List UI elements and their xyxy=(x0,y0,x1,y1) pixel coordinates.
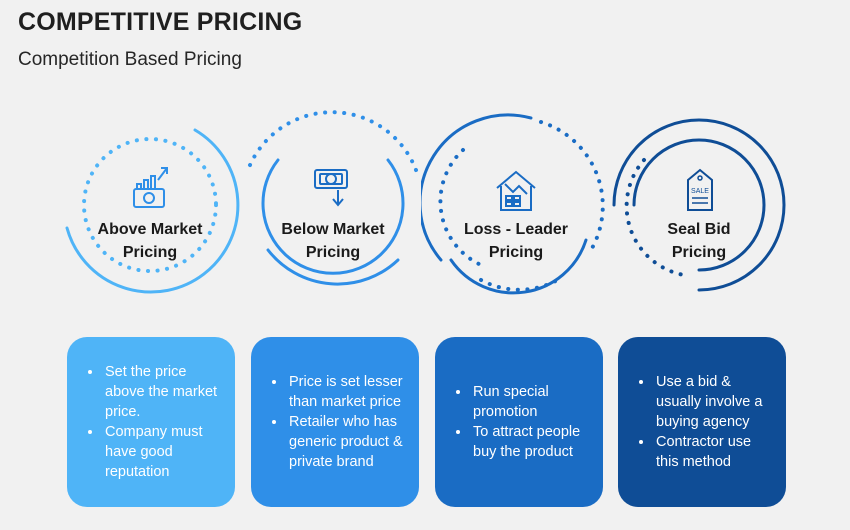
bullet-list: Use a bid & usually involve a buying age… xyxy=(628,372,772,472)
bullet-list: Set the price above the market price. Co… xyxy=(77,362,221,482)
bullet-item: Run special promotion xyxy=(471,382,589,422)
circle-label-line2: Pricing xyxy=(305,244,361,261)
bullet-item: Use a bid & usually involve a buying age… xyxy=(654,372,772,432)
bullet-item: To attract people buy the product xyxy=(471,422,589,462)
page-subtitle: Competition Based Pricing xyxy=(18,49,242,70)
page-title: COMPETITIVE PRICING xyxy=(18,8,303,36)
circle-ring xyxy=(612,118,786,292)
circle-above-market: Above Market Pricing xyxy=(55,110,245,300)
card-below-market: Price is set lesser than market price Re… xyxy=(251,337,419,507)
circle-label-line2: Pricing xyxy=(122,244,178,261)
circle-label-line2: Pricing xyxy=(671,244,727,261)
bullet-item: Retailer who has generic product & priva… xyxy=(287,412,405,472)
circle-loss-leader: Loss - Leader Pricing xyxy=(421,110,611,300)
card-loss-leader: Run special promotion To attract people … xyxy=(435,337,603,507)
bullet-list: Price is set lesser than market price Re… xyxy=(261,372,405,472)
bullet-list: Run special promotion To attract people … xyxy=(445,382,589,462)
circle-ring xyxy=(65,128,240,294)
circle-below-market: Below Market Pricing xyxy=(238,110,428,300)
circle-ring xyxy=(248,110,418,286)
bullet-item: Set the price above the market price. xyxy=(103,362,221,422)
circle-label-line1: Below Market xyxy=(281,221,385,238)
circle-label-line1: Loss - Leader xyxy=(463,221,569,238)
card-seal-bid: Use a bid & usually involve a buying age… xyxy=(618,337,786,507)
bullet-item: Price is set lesser than market price xyxy=(287,372,405,412)
circle-label-line2: Pricing xyxy=(488,244,544,261)
bullet-item: Contractor use this method xyxy=(654,432,772,472)
card-above-market: Set the price above the market price. Co… xyxy=(67,337,235,507)
bullet-item: Company must have good reputation xyxy=(103,422,221,482)
circle-seal-bid: SALE Seal Bid Pricing xyxy=(604,110,794,300)
circle-label-line1: Above Market xyxy=(97,221,203,238)
circle-label-line1: Seal Bid xyxy=(667,221,731,238)
circle-ring xyxy=(421,113,605,295)
